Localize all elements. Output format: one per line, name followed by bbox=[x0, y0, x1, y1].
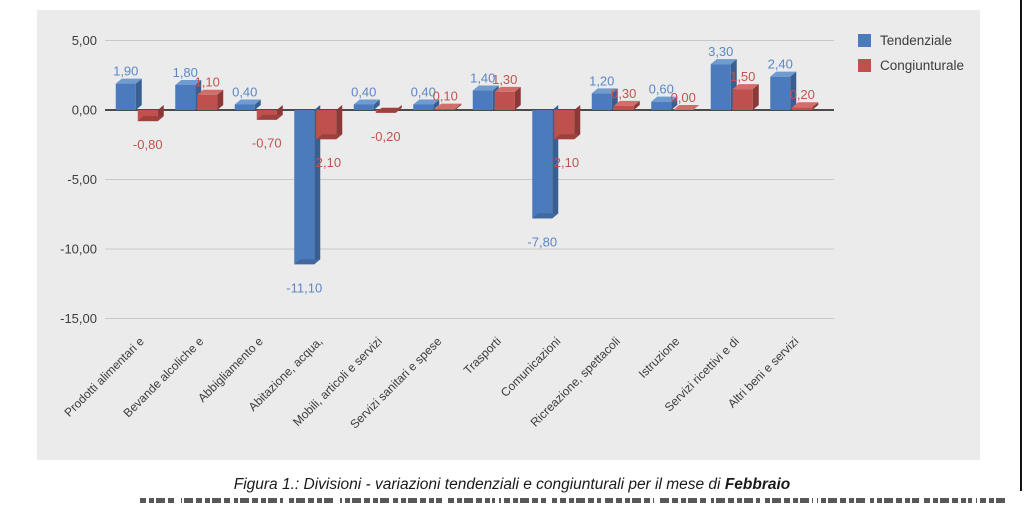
legend-label-congiunturale: Congiunturale bbox=[880, 58, 965, 73]
chart-legend: Tendenziale Congiunturale bbox=[858, 33, 964, 83]
legend-label-tendenziale: Tendenziale bbox=[880, 33, 953, 48]
cutoff-text-line bbox=[140, 498, 1005, 503]
chart-panel bbox=[37, 10, 980, 460]
caption-text: Figura 1.: Divisioni - variazioni tenden… bbox=[233, 476, 725, 493]
figure-caption: Figura 1.: Divisioni - variazioni tenden… bbox=[0, 476, 1024, 494]
legend-item-congiunturale: Congiunturale bbox=[858, 58, 964, 73]
legend-swatch-tendenziale-icon bbox=[858, 34, 871, 47]
legend-swatch-congiunturale-icon bbox=[858, 59, 871, 72]
legend-item-tendenziale: Tendenziale bbox=[858, 33, 964, 48]
caption-month: Febbraio bbox=[724, 476, 791, 493]
page-border-line bbox=[1020, 0, 1022, 491]
